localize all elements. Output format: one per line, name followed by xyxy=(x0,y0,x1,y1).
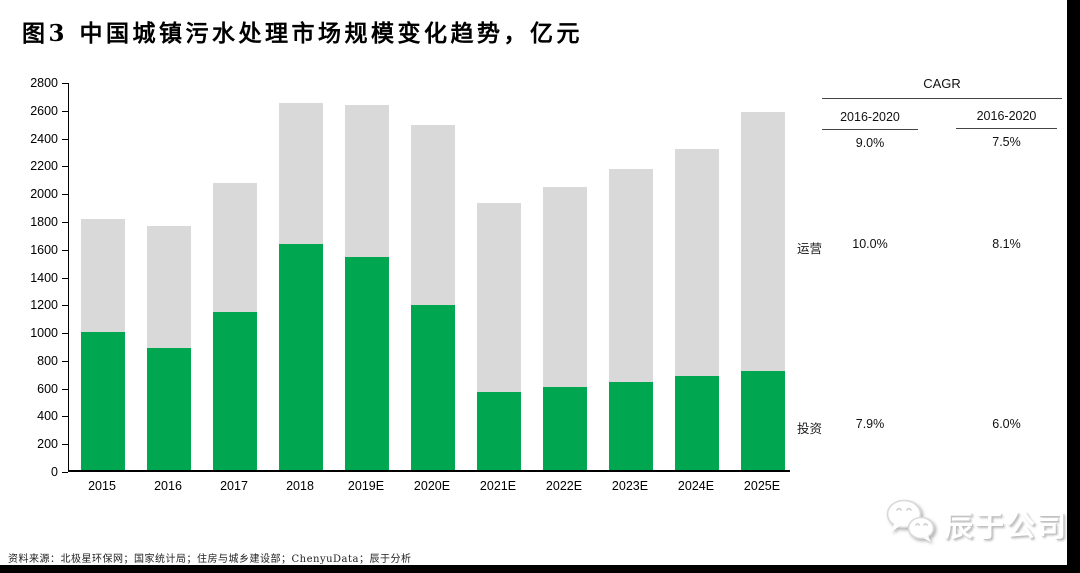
y-axis-label: 1400 xyxy=(30,270,58,285)
bar-segment-invest xyxy=(81,332,125,470)
y-tick-mark xyxy=(62,333,68,335)
logo-text: 辰于公司 xyxy=(944,508,1069,543)
wechat-bubbles-icon xyxy=(884,498,938,549)
bar-segment-operation xyxy=(411,125,455,305)
bar-segment-operation xyxy=(147,226,191,348)
right-black-bar xyxy=(1067,0,1080,573)
bar-segment-invest xyxy=(279,243,323,470)
cagr-invest-value-2: 6.0% xyxy=(992,417,1021,431)
bar-segment-operation xyxy=(81,218,125,333)
plot-area xyxy=(68,83,790,472)
y-tick-mark xyxy=(62,360,68,362)
cagr-total-value-1: 9.0% xyxy=(855,136,885,150)
bar-segment-invest xyxy=(543,387,587,470)
bar-segment-operation xyxy=(345,104,389,258)
y-axis-label: 0 xyxy=(51,465,58,479)
y-tick-mark xyxy=(62,83,68,84)
source-text: 资料来源：北极星环保网；国家统计局；住房与城乡建设部；ChenyuData；辰于… xyxy=(8,554,412,565)
chart-title: 图3 中国城镇污水处理市场规模变化趋势，亿元 xyxy=(22,20,584,47)
y-tick-mark xyxy=(62,277,68,279)
y-tick-mark xyxy=(62,305,68,307)
bottom-black-bar xyxy=(0,565,1080,573)
y-axis-label: 2000 xyxy=(30,187,58,202)
cagr-row-label-operation: 运营 xyxy=(797,241,823,256)
y-axis-label: 1000 xyxy=(30,326,58,341)
bar-segment-operation xyxy=(477,202,521,392)
y-axis-label: 2600 xyxy=(30,103,58,118)
x-axis-label: 2025E xyxy=(743,479,781,493)
x-axis-label: 2023E xyxy=(611,479,649,493)
cagr-row-label-invest: 投资 xyxy=(797,421,823,436)
bar-segment-invest xyxy=(609,381,653,470)
bar-segment-operation xyxy=(675,149,719,377)
bar-segment-operation xyxy=(279,103,323,244)
bar-segment-invest xyxy=(147,347,191,470)
bar-segment-operation xyxy=(213,183,257,312)
cagr-table-header: CAGR xyxy=(923,76,961,91)
y-tick-mark xyxy=(62,221,68,223)
cagr-header-rule xyxy=(822,98,1062,99)
bar-segment-invest xyxy=(477,391,521,470)
cagr-invest-value-1: 7.9% xyxy=(855,417,885,431)
bar-segment-operation xyxy=(609,168,653,382)
cagr-operation-value-1: 10.0% xyxy=(852,237,888,251)
y-axis-label: 1800 xyxy=(30,214,58,229)
y-tick-mark xyxy=(62,388,68,390)
cagr-col2-rule xyxy=(956,128,1057,129)
y-axis-label: 2400 xyxy=(30,131,58,146)
y-tick-mark xyxy=(62,138,68,140)
bar-segment-operation xyxy=(741,111,785,371)
x-axis-label: 2016 xyxy=(154,479,182,493)
y-axis-label: 2800 xyxy=(30,76,58,90)
x-axis-label: 2015 xyxy=(88,479,116,493)
y-tick-mark xyxy=(62,472,68,473)
bar-segment-invest xyxy=(741,370,785,470)
bar-segment-invest xyxy=(675,376,719,470)
y-axis-label: 600 xyxy=(37,381,58,396)
y-tick-mark xyxy=(62,444,68,446)
x-axis-label: 2017 xyxy=(220,479,248,493)
company-logo: 辰于公司 xyxy=(884,498,1068,549)
y-axis-label: 400 xyxy=(37,409,58,424)
bar-segment-invest xyxy=(213,311,257,470)
cagr-col2-header: 2016-2020 xyxy=(976,109,1037,123)
y-tick-mark xyxy=(62,110,68,112)
cagr-operation-value-2: 8.1% xyxy=(992,237,1021,251)
x-axis-label: 2022E xyxy=(545,479,583,493)
y-tick-mark xyxy=(62,194,68,196)
y-axis-label: 2200 xyxy=(30,159,58,174)
bar-segment-operation xyxy=(543,186,587,388)
y-tick-mark xyxy=(62,416,68,418)
y-tick-mark xyxy=(62,249,68,251)
x-axis-label: 2019E xyxy=(347,479,385,493)
y-axis-label: 1600 xyxy=(30,242,58,257)
x-axis-label: 2024E xyxy=(677,479,715,493)
y-axis-label: 200 xyxy=(37,437,58,452)
bar-segment-invest xyxy=(411,304,455,470)
y-axis-label: 800 xyxy=(37,353,58,368)
y-tick-mark xyxy=(62,166,68,168)
bar-segment-invest xyxy=(345,257,389,470)
cagr-col1-header: 2016-2020 xyxy=(840,110,900,124)
x-axis-label: 2021E xyxy=(479,479,517,493)
cagr-col1-rule xyxy=(822,129,918,130)
cagr-total-value-2: 7.5% xyxy=(992,135,1021,149)
x-axis-label: 2018 xyxy=(286,479,314,493)
y-axis-label: 1200 xyxy=(30,298,58,313)
x-axis-label: 2020E xyxy=(413,479,451,493)
